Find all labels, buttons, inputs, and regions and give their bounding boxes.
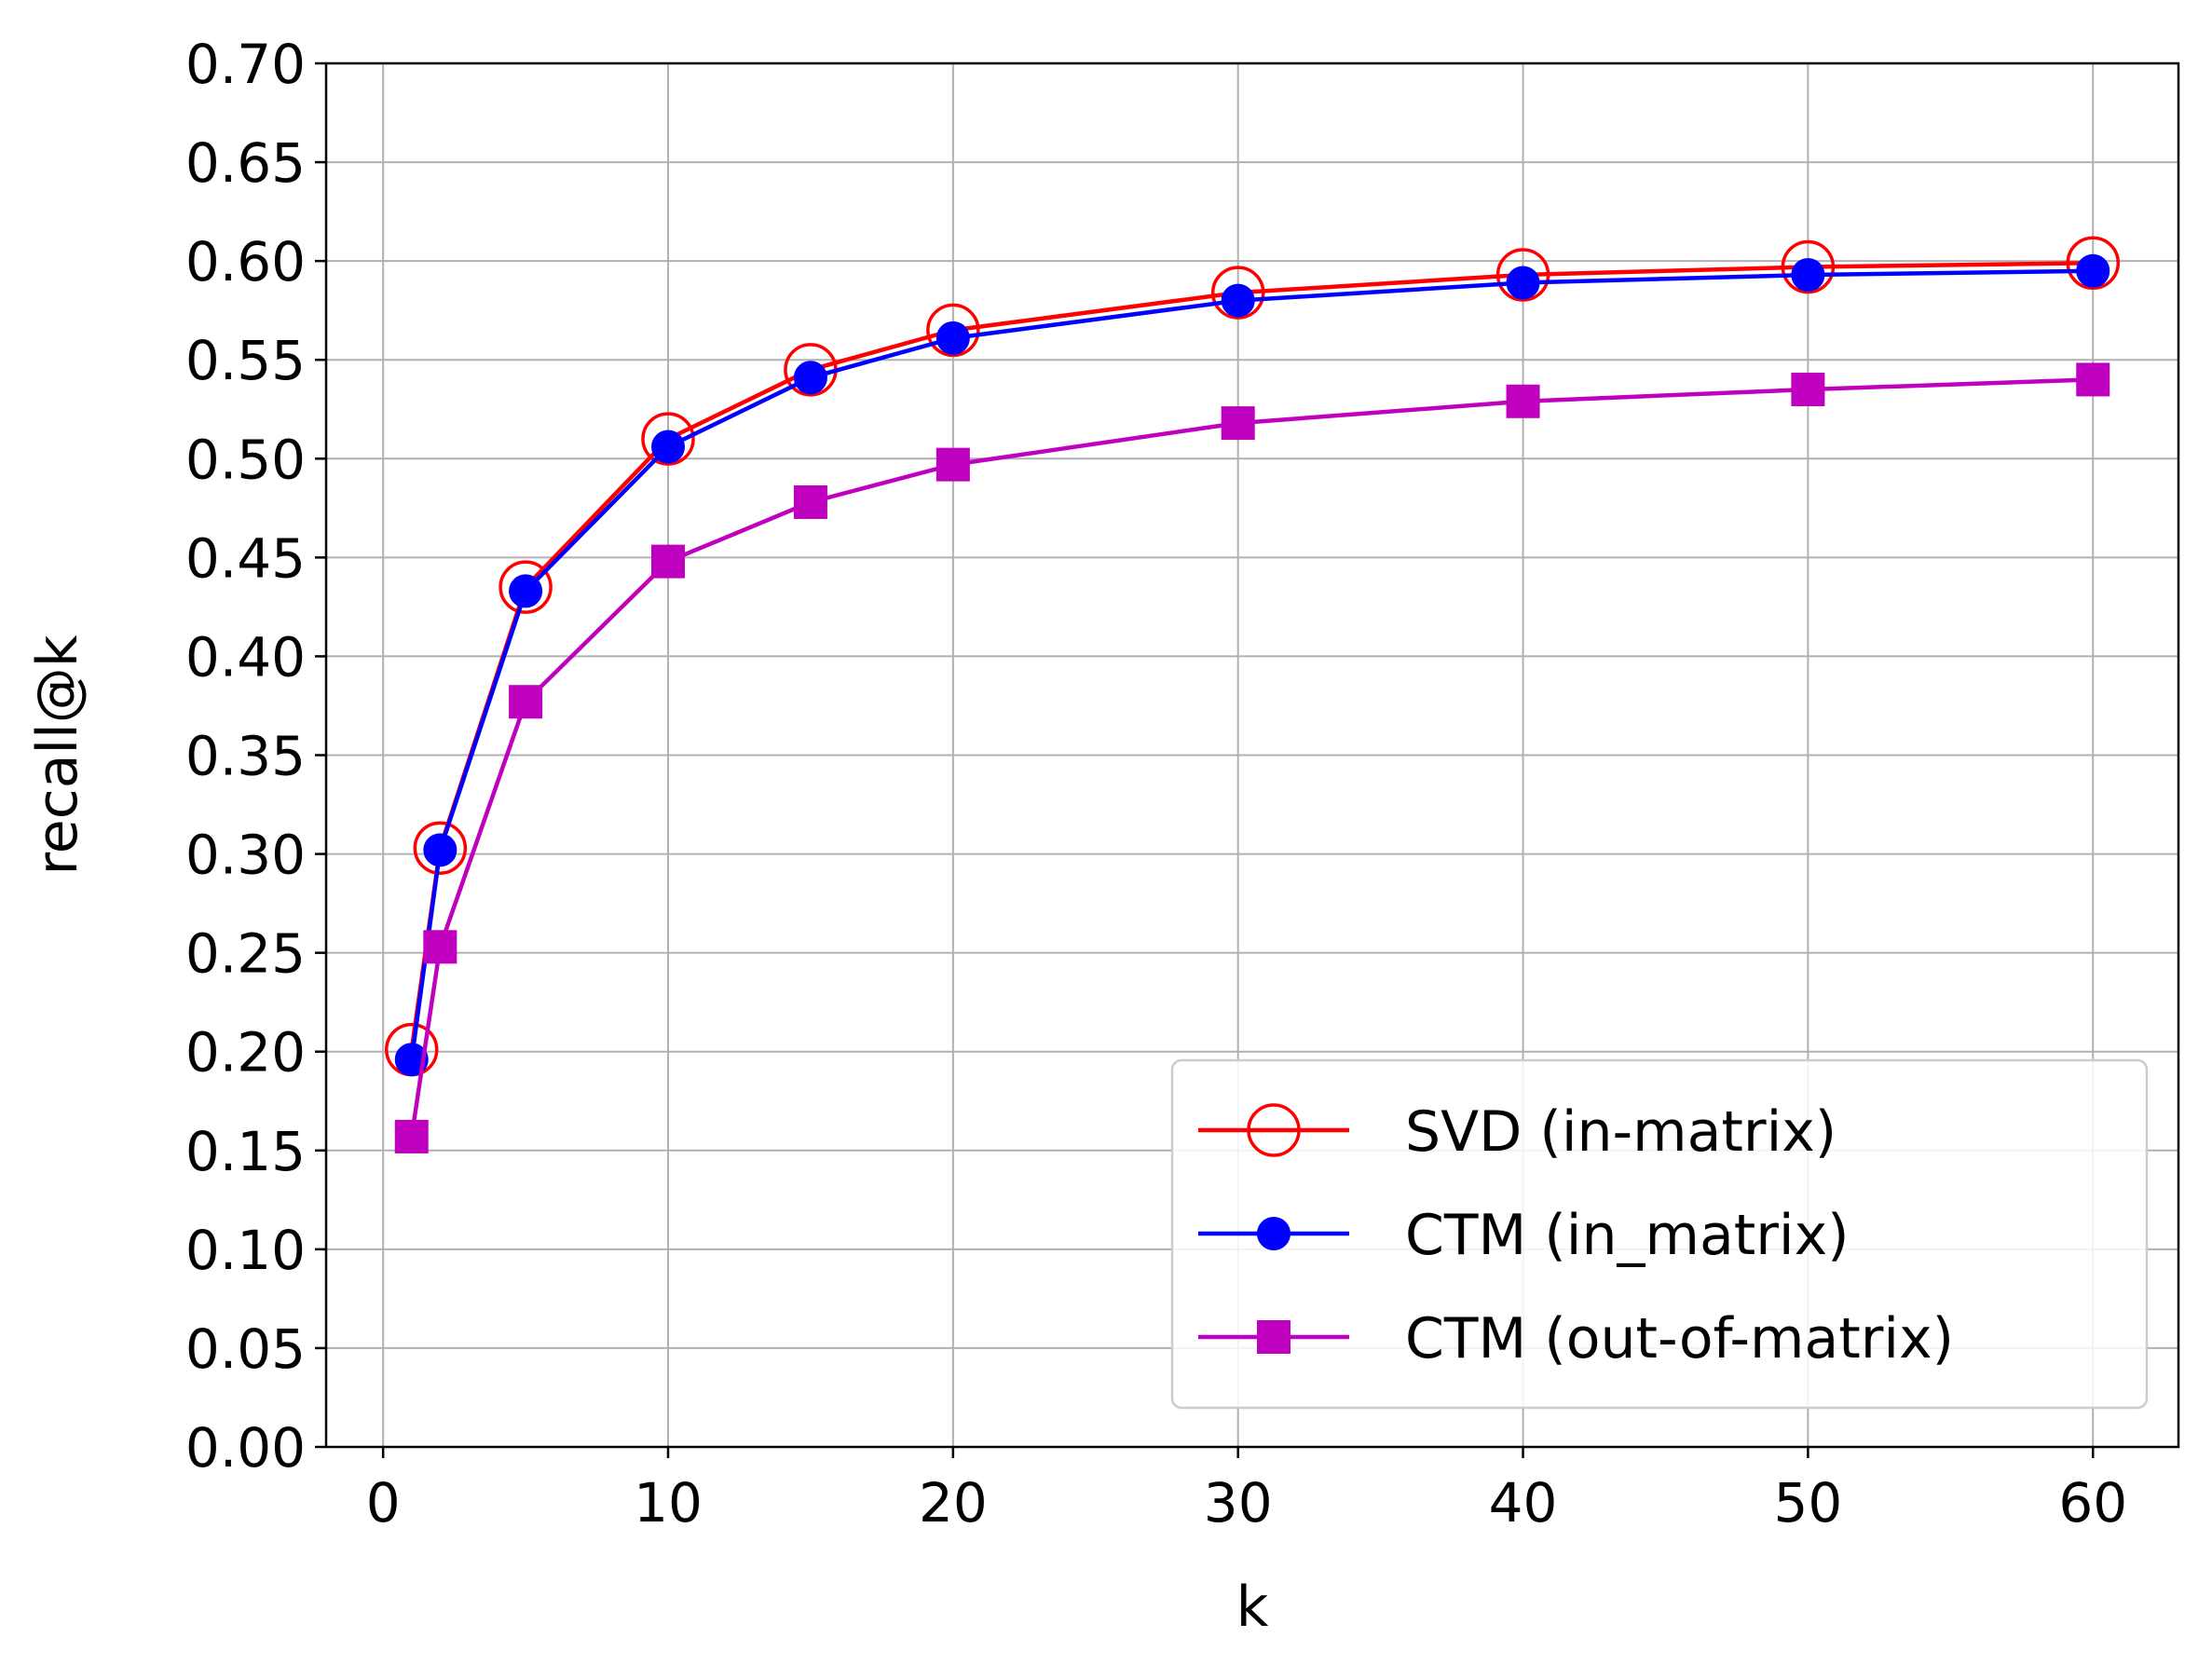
x-tick-label: 50: [1773, 1471, 1842, 1535]
legend-marker: [1247, 1103, 1301, 1157]
y-tick-label: 0.55: [185, 329, 306, 392]
y-tick-label: 0.70: [185, 33, 306, 96]
y-tick-label: 0.40: [185, 625, 306, 689]
data-point: [413, 821, 468, 875]
legend-label: CTM (in_matrix): [1405, 1203, 1849, 1268]
x-tick-label: 60: [2058, 1471, 2127, 1535]
y-axis-label: recall@k: [25, 634, 90, 875]
y-tick-label: 0.10: [185, 1219, 306, 1282]
series-line: [409, 268, 2094, 1060]
legend-label: SVD (in-matrix): [1405, 1099, 1837, 1165]
legend-entry: CTM (out-of-matrix): [1198, 1306, 1954, 1371]
y-tick-label: 0.20: [185, 1021, 306, 1085]
series-layer: [385, 236, 2120, 1153]
y-tick-label: 0.25: [185, 922, 306, 986]
y-tick-label: 0.50: [185, 428, 306, 491]
data-point: [423, 833, 457, 867]
data-point: [394, 1043, 429, 1077]
data-point: [2066, 236, 2120, 291]
x-tick-label: 10: [634, 1471, 703, 1535]
data-point: [1506, 266, 1540, 300]
legend: SVD (in-matrix) CTM (in_matrix) CTM (out-o…: [1170, 1058, 2149, 1410]
data-point: [1221, 283, 1255, 318]
series-line: [409, 377, 2094, 1138]
data-point: [935, 447, 970, 482]
data-point: [935, 321, 970, 355]
legend-label: CTM (out-of-matrix): [1405, 1306, 1954, 1371]
data-point: [651, 544, 686, 579]
data-point: [651, 430, 686, 464]
legend-marker: [1257, 1217, 1290, 1250]
data-point: [793, 484, 827, 519]
legend-entry: CTM (in_matrix): [1198, 1203, 1849, 1268]
data-point: [1495, 248, 1550, 302]
data-point: [793, 361, 827, 395]
data-point: [1791, 373, 1825, 407]
data-point: [2076, 362, 2110, 397]
y-tick-label: 0.00: [185, 1416, 306, 1480]
data-point: [641, 412, 695, 466]
data-point: [394, 1119, 429, 1153]
y-tick-label: 0.60: [185, 230, 306, 293]
x-tick-label: 20: [919, 1471, 988, 1535]
data-point: [498, 560, 553, 614]
x-tick-label: 30: [1204, 1471, 1273, 1535]
y-tick-label: 0.35: [185, 725, 306, 788]
legend-entry: SVD (in-matrix): [1198, 1099, 1837, 1165]
data-point: [2076, 253, 2110, 288]
x-tick-label: 40: [1489, 1471, 1558, 1535]
y-tick-label: 0.15: [185, 1120, 306, 1183]
legend-marker: [1257, 1320, 1290, 1354]
x-tick-label: 0: [366, 1471, 401, 1535]
y-tick-label: 0.30: [185, 824, 306, 887]
x-axis-label: k: [1236, 1575, 1269, 1640]
y-tick-label: 0.65: [185, 131, 306, 195]
data-point: [423, 930, 457, 964]
data-point: [1781, 239, 1836, 294]
data-point: [926, 303, 980, 358]
data-point: [1221, 406, 1255, 441]
legend-box: [1170, 1058, 2149, 1410]
data-point: [1506, 384, 1540, 418]
data-point: [1210, 266, 1265, 320]
data-point: [1791, 257, 1825, 292]
series-3: [394, 362, 2110, 1153]
axis-ticks: 0 10 20 30 40 50 60 0.00 0.05 0.10 0.15 0.20 0.25 0.3…: [185, 33, 2127, 1535]
y-tick-label: 0.45: [185, 526, 306, 590]
y-tick-label: 0.05: [185, 1317, 306, 1381]
series-2: [394, 253, 2110, 1077]
data-point: [509, 685, 543, 719]
data-point: [509, 574, 543, 608]
